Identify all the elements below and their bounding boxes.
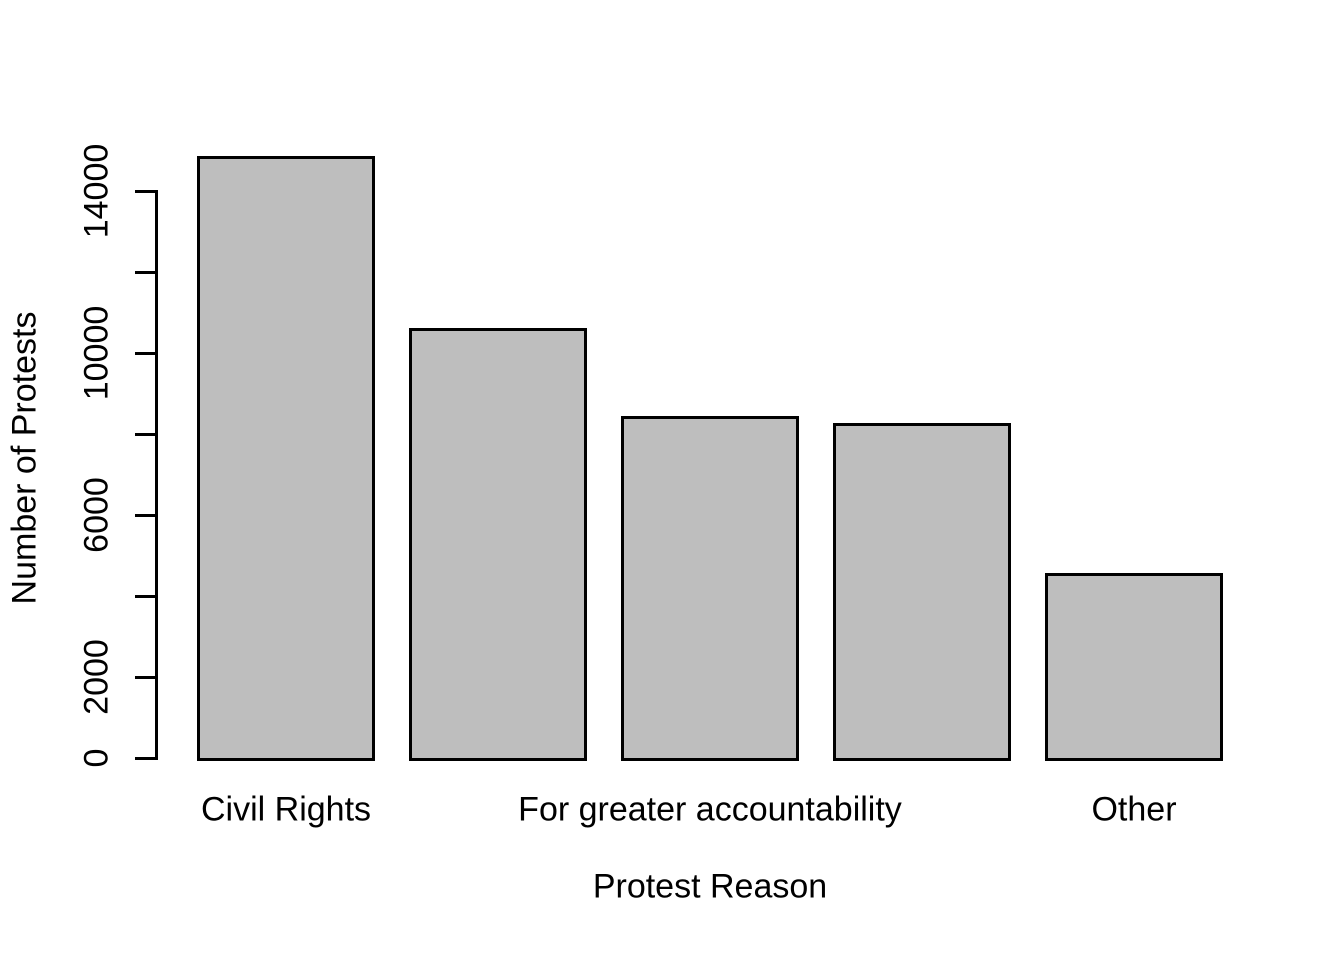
y-axis-line: [155, 190, 158, 760]
bar: [409, 327, 587, 761]
y-axis-tick: [135, 190, 155, 193]
bar: [833, 423, 1011, 761]
x-tick-label: For greater accountability: [518, 790, 902, 829]
y-axis-tick-label: 6000: [77, 477, 116, 553]
bar: [1045, 572, 1223, 761]
y-axis-tick-label: 14000: [77, 143, 116, 239]
y-axis-title: Number of Protests: [5, 311, 44, 605]
y-axis-tick: [135, 595, 155, 598]
y-axis-tick-label: 2000: [77, 639, 116, 715]
x-tick-label: Civil Rights: [200, 790, 372, 829]
y-axis-tick: [135, 676, 155, 679]
y-axis-tick: [135, 514, 155, 517]
y-axis-tick: [135, 271, 155, 274]
x-axis-title: Protest Reason: [592, 867, 828, 906]
y-axis-tick-label: 0: [77, 748, 116, 768]
y-axis-tick: [135, 352, 155, 355]
y-axis-tick: [135, 433, 155, 436]
y-axis-tick-label: 10000: [77, 305, 116, 401]
bar: [197, 156, 375, 761]
y-axis-tick: [135, 757, 155, 760]
bar: [621, 416, 799, 761]
x-tick-label: Other: [1091, 790, 1177, 829]
